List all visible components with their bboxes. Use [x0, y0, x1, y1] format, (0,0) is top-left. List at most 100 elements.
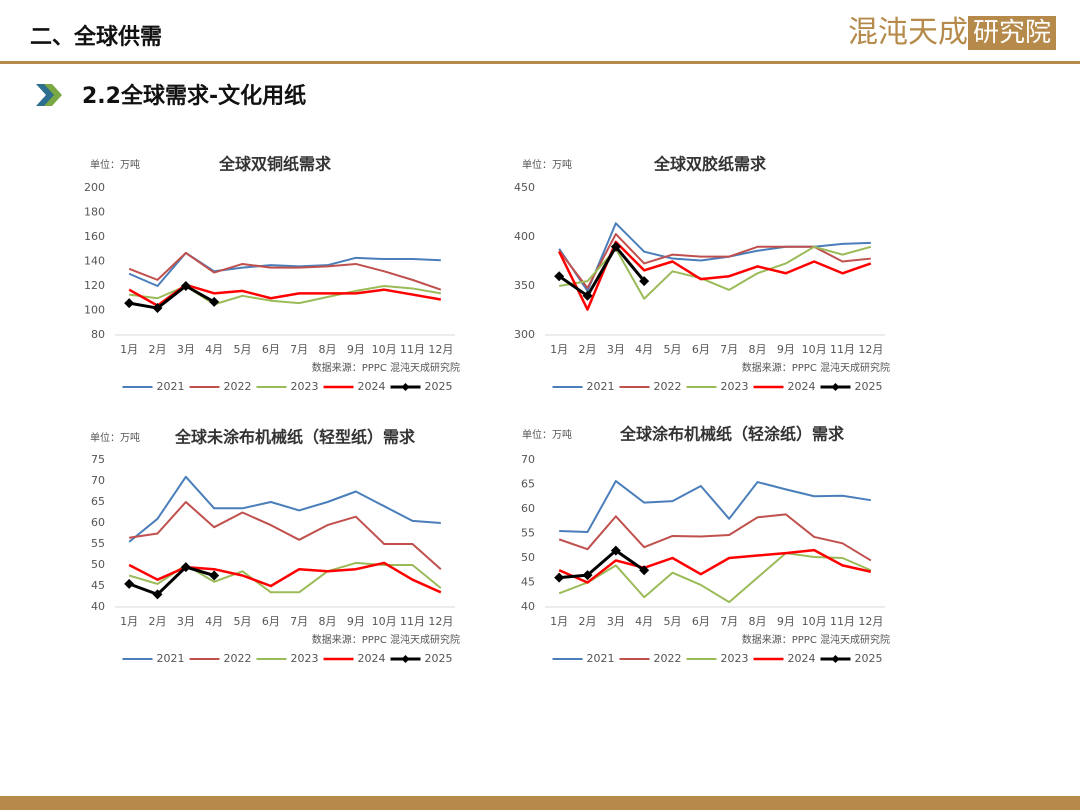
x-tick-label: 5月: [664, 615, 682, 628]
y-tick-label: 40: [91, 600, 105, 613]
point-marker: [554, 271, 565, 282]
x-tick-label: 2月: [149, 615, 167, 628]
x-tick-label: 12月: [428, 343, 453, 356]
x-tick-label: 4月: [635, 343, 653, 356]
series-line: [558, 233, 871, 289]
x-tick-label: 1月: [550, 615, 568, 628]
slide-subtitle: 2.2全球需求-文化用纸: [82, 83, 306, 109]
x-tick-label: 12月: [858, 343, 883, 356]
legend-label: 2023: [291, 380, 319, 393]
x-tick-label: 6月: [692, 343, 710, 356]
legend-label: 2025: [855, 380, 883, 393]
series-line: [129, 501, 442, 570]
x-tick-label: 11月: [400, 343, 425, 356]
y-tick-label: 80: [91, 328, 105, 341]
y-tick-label: 50: [91, 558, 105, 571]
x-tick-label: 9月: [347, 343, 365, 356]
y-tick-label: 65: [91, 495, 105, 508]
x-tick-label: 4月: [205, 615, 223, 628]
chart-title: 全球双铜纸需求: [218, 155, 332, 174]
legend-label: 2022: [224, 652, 252, 665]
legend-label: 2021: [587, 652, 615, 665]
x-tick-label: 10月: [802, 343, 827, 356]
logo-text: 混沌天成: [848, 15, 968, 50]
x-tick-label: 6月: [262, 343, 280, 356]
legend-label: 2023: [291, 652, 319, 665]
point-marker: [639, 276, 650, 287]
legend-label: 2024: [788, 652, 816, 665]
y-tick-label: 75: [91, 453, 105, 466]
point-marker: [639, 565, 650, 576]
x-tick-label: 9月: [777, 615, 795, 628]
legend-label: 2023: [721, 652, 749, 665]
y-tick-label: 400: [514, 230, 535, 243]
y-tick-label: 65: [521, 478, 535, 491]
y-tick-label: 40: [521, 600, 535, 613]
point-marker: [582, 570, 593, 581]
legend-label: 2025: [425, 380, 453, 393]
legend-label: 2022: [654, 652, 682, 665]
x-tick-label: 3月: [177, 615, 195, 628]
chart-title: 全球未涂布机械纸（轻型纸）需求: [174, 428, 416, 447]
point-marker: [209, 570, 220, 581]
unit-label: 单位：万吨: [90, 431, 140, 444]
legend-label: 2023: [721, 380, 749, 393]
point-marker: [180, 562, 191, 573]
legend-marker: [831, 383, 840, 391]
point-marker: [610, 545, 621, 556]
y-tick-label: 45: [91, 579, 105, 592]
y-tick-label: 350: [514, 279, 535, 292]
series-line: [559, 549, 646, 580]
legend-label: 2021: [587, 380, 615, 393]
series-line: [558, 548, 872, 584]
x-tick-label: 3月: [607, 615, 625, 628]
legend-marker: [401, 655, 410, 663]
unit-label: 单位：万吨: [522, 428, 572, 441]
legend-label: 2025: [425, 652, 453, 665]
y-tick-label: 160: [84, 230, 105, 243]
legend-marker: [831, 655, 840, 663]
slide-title: 二、全球供需: [30, 24, 162, 50]
x-tick-label: 9月: [347, 615, 365, 628]
x-tick-label: 1月: [550, 343, 568, 356]
y-tick-label: 50: [521, 551, 535, 564]
header-rule: [0, 61, 1080, 64]
legend-label: 2025: [855, 652, 883, 665]
series-line: [558, 245, 646, 298]
legend-label: 2024: [358, 380, 386, 393]
point-marker: [152, 589, 163, 600]
x-tick-label: 11月: [400, 615, 425, 628]
y-tick-label: 70: [91, 474, 105, 487]
x-tick-label: 3月: [607, 343, 625, 356]
logo-box-text: 研究院: [973, 18, 1051, 48]
legend-marker: [401, 383, 410, 391]
x-tick-label: 6月: [692, 615, 710, 628]
x-tick-label: 10月: [372, 615, 397, 628]
y-tick-label: 100: [84, 304, 105, 317]
x-tick-label: 5月: [234, 343, 252, 356]
x-tick-label: 2月: [579, 615, 597, 628]
x-tick-label: 10月: [372, 343, 397, 356]
series-line: [558, 222, 871, 292]
x-tick-label: 8月: [319, 615, 337, 628]
series-line: [128, 251, 441, 287]
x-tick-label: 7月: [290, 343, 308, 356]
y-tick-label: 180: [84, 206, 105, 219]
y-tick-label: 55: [91, 537, 105, 550]
series-line: [128, 284, 215, 310]
x-tick-label: 1月: [120, 615, 138, 628]
y-tick-label: 120: [84, 279, 105, 292]
x-tick-label: 7月: [290, 615, 308, 628]
x-tick-label: 7月: [720, 343, 738, 356]
unit-label: 单位：万吨: [522, 158, 572, 171]
chart-title: 全球涂布机械纸（轻涂纸）需求: [619, 425, 845, 444]
y-tick-label: 45: [521, 576, 535, 589]
y-tick-label: 140: [84, 255, 105, 268]
x-tick-label: 2月: [149, 343, 167, 356]
x-tick-label: 7月: [720, 615, 738, 628]
x-tick-label: 8月: [749, 615, 767, 628]
legend-label: 2022: [224, 380, 252, 393]
point-marker: [610, 241, 621, 252]
source-note: 数据来源：PPPC 混沌天成研究院: [742, 633, 890, 646]
